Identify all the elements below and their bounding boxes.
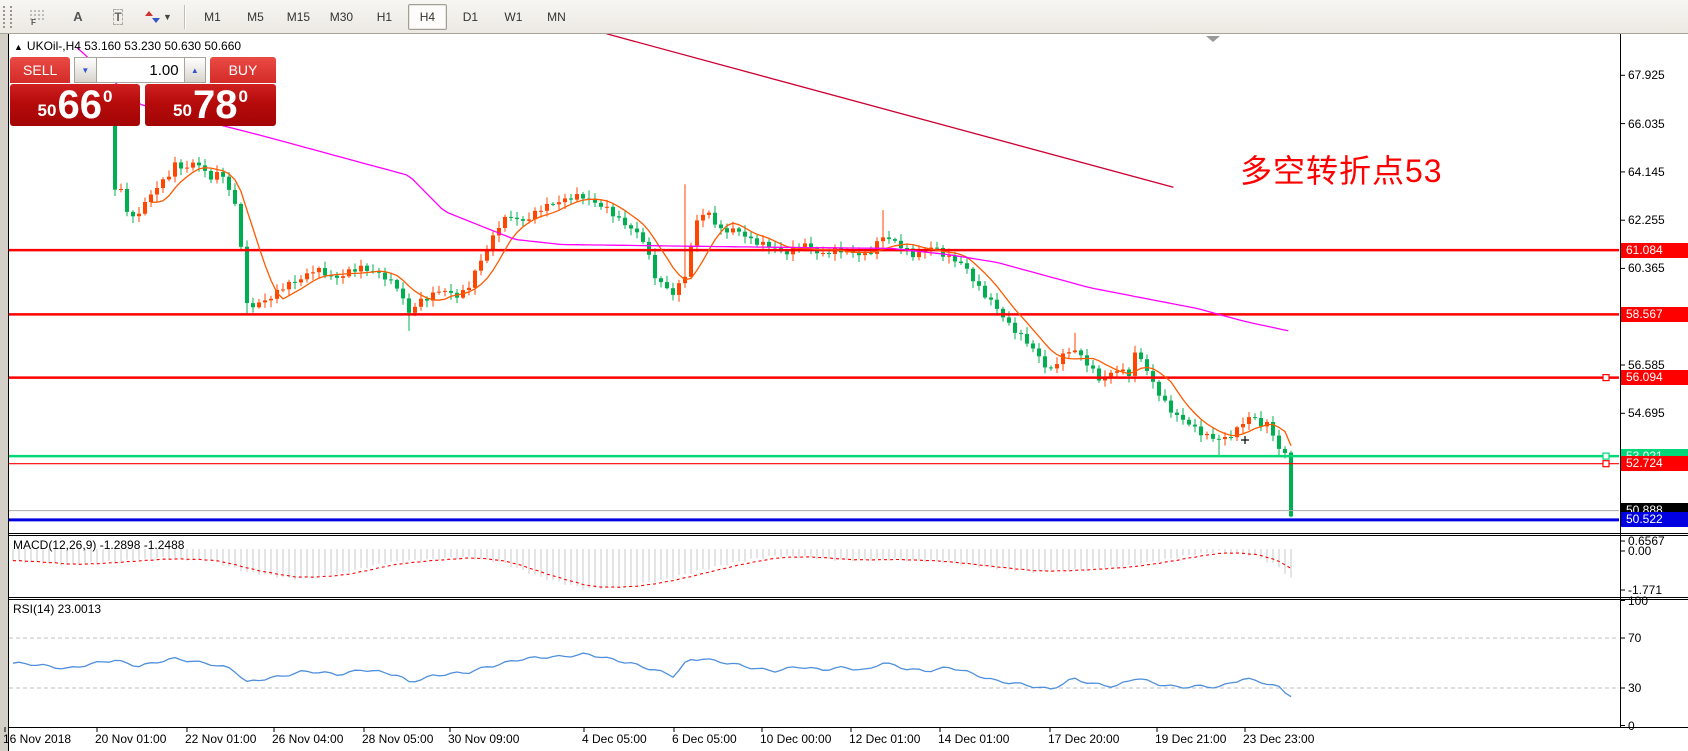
ask-prefix: 50: [173, 101, 192, 120]
rsi-axis-tick-label: 30: [1628, 681, 1642, 695]
time-axis-label: 26 Nov 04:00: [272, 732, 344, 746]
text-label-tool-button[interactable]: T: [100, 4, 136, 30]
time-axis-label: 12 Dec 01:00: [849, 732, 921, 746]
price-axis-tick-label: 60.365: [1628, 261, 1665, 276]
price-axis-tick-label: 64.145: [1628, 164, 1665, 179]
time-axis-label: 16 Nov 2018: [3, 732, 72, 746]
time-axis-label: 10 Dec 00:00: [760, 732, 832, 746]
time-axis-label: 6 Dec 05:00: [672, 732, 737, 746]
rsi-axis-tick-label: 100: [1628, 593, 1649, 608]
price-axis-tick-label: 66.035: [1628, 116, 1665, 131]
macd-axis-tick-label: 0.00: [1628, 544, 1652, 558]
timeframe-button-d1[interactable]: D1: [462, 9, 479, 24]
one-click-trading-panel: SELL ▼ ▲ BUY 50 66 0 50 78 0: [10, 57, 277, 126]
price-axis-tick-label: 54.695: [1628, 406, 1665, 421]
macd-label: MACD(12,26,9) -1.2898 -1.2488: [13, 538, 185, 552]
price-badge-52.724: 52.724: [1621, 456, 1688, 472]
toolbar-separator: [183, 4, 186, 29]
time-axis-label: 14 Dec 01:00: [938, 732, 1010, 746]
price-badge-50.522: 50.522: [1621, 512, 1688, 528]
text-tool-button[interactable]: A: [60, 4, 96, 30]
time-axis-label: 23 Dec 23:00: [1243, 732, 1315, 746]
timeframe-button-m1[interactable]: M1: [204, 9, 221, 24]
timeframe-button-m15[interactable]: M15: [286, 9, 311, 24]
bid-prefix: 50: [37, 101, 57, 120]
timeframe-button-h1[interactable]: H1: [376, 9, 393, 24]
text-label-icon: T: [113, 8, 123, 25]
bid-price-display[interactable]: 50 66 0: [10, 84, 140, 126]
chevron-down-icon[interactable]: ▼: [163, 11, 172, 22]
timeframe-group: M1 M5 M15 M30 H1 H4 D1 W1 MN: [191, 3, 578, 30]
fibonacci-icon: F: [30, 10, 46, 25]
time-axis-label: 22 Nov 01:00: [185, 732, 257, 746]
toolbar: F A T ▼ M1 M5 M15 M30 H1 H4 D1 W1 MN: [0, 0, 1688, 34]
bid-pip-digit: 0: [102, 87, 113, 106]
price-axis-tick-label: 56.585: [1628, 358, 1665, 373]
ask-pip-digit: 0: [238, 87, 248, 106]
chart-window[interactable]: [8, 33, 1688, 751]
timeframe-button-h4[interactable]: H4: [407, 3, 447, 30]
macd-axis-tick-label: 0.6567: [1628, 534, 1665, 548]
arrows-icon: [145, 10, 160, 23]
chart-annotation-text: 多空转折点53: [1240, 153, 1443, 189]
price-badge-58.567: 58.567: [1621, 306, 1688, 322]
time-axis-label: 17 Dec 20:00: [1048, 732, 1120, 746]
price-axis-tick-label: 67.925: [1628, 68, 1665, 83]
price-badge-56.094: 56.094: [1621, 370, 1688, 386]
sell-button[interactable]: SELL: [10, 57, 71, 83]
symbol-ohlc-text: UKOil-,H4 53.160 53.230 50.630 50.660: [26, 39, 242, 53]
rsi-label: RSI(14) 23.0013: [13, 602, 102, 616]
time-axis-label: 20 Nov 01:00: [95, 732, 167, 746]
timeframe-button-mn[interactable]: MN: [547, 9, 566, 24]
timeframe-button-m5[interactable]: M5: [247, 9, 264, 24]
arrows-tool-button[interactable]: ▼: [140, 4, 177, 30]
price-axis-tick-label: 62.255: [1628, 213, 1665, 228]
volume-decrease-button[interactable]: ▼: [74, 57, 97, 83]
rsi-axis-tick-label: 0: [1628, 718, 1635, 733]
volume-input[interactable]: [96, 57, 184, 83]
buy-button[interactable]: BUY: [209, 57, 277, 83]
volume-increase-button[interactable]: ▲: [183, 57, 207, 83]
ask-price-display[interactable]: 50 78 0: [145, 84, 276, 126]
time-axis-label: 28 Nov 05:00: [362, 732, 434, 746]
timeframe-button-m30[interactable]: M30: [329, 9, 354, 24]
fibonacci-tool-button[interactable]: F: [20, 4, 56, 30]
rsi-axis-tick-label: 70: [1628, 631, 1642, 645]
ask-big-digits: 78: [192, 83, 238, 127]
macd-axis-tick-label: -1.771: [1628, 583, 1663, 597]
toolbar-drag-handle[interactable]: [3, 5, 12, 28]
collapse-icon[interactable]: ▲: [14, 42, 23, 52]
price-badge-61.084: 61.084: [1621, 242, 1688, 258]
bid-big-digits: 66: [57, 83, 102, 127]
text-tool-icon: A: [73, 9, 83, 24]
time-axis-label: 4 Dec 05:00: [582, 732, 647, 746]
time-axis-label: 30 Nov 09:00: [448, 732, 520, 746]
svg-text:F: F: [31, 18, 36, 25]
time-axis-label: 19 Dec 21:00: [1155, 732, 1227, 746]
timeframe-button-w1[interactable]: W1: [504, 9, 523, 24]
symbol-info-line: ▲ UKOil-,H4 53.160 53.230 50.630 50.660: [14, 39, 241, 53]
